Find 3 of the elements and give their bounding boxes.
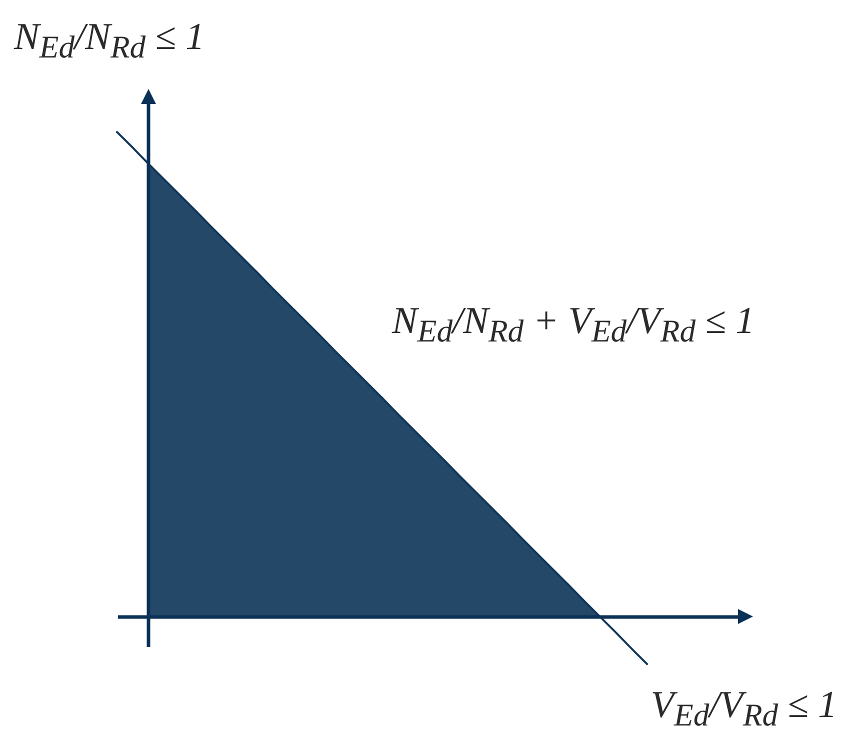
x-axis-title: V$_{Ed}$/V$_{Rd}$ ≤ 1 (650, 684, 837, 734)
y-axis-title: N$_{Ed}$/N$_{Rd}$ ≤ 1 (14, 16, 204, 66)
text: N$_{Ed}$/N$_{Rd}$ + V$_{Ed}$/V$_{Rd}$ ≤ 1 (392, 300, 754, 349)
